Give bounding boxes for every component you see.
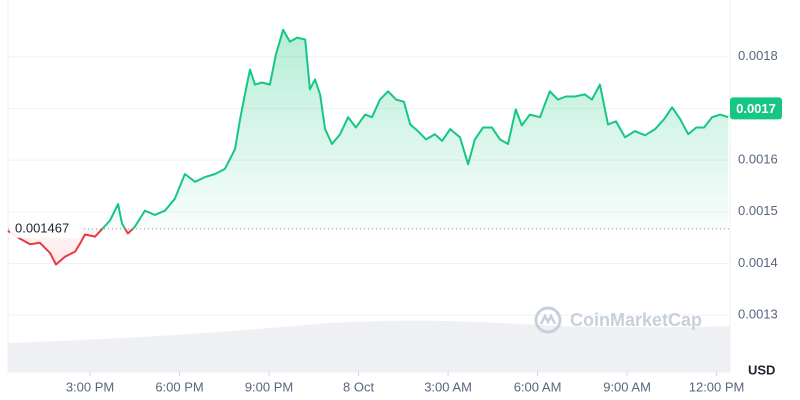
watermark-logo: [534, 306, 562, 334]
x-tick-label: 3:00 PM: [66, 379, 114, 394]
x-tick-label: 6:00 PM: [155, 379, 203, 394]
x-tick-label: 9:00 PM: [245, 379, 293, 394]
current-price-label: 0.0017: [736, 101, 776, 116]
current-price-badge: [730, 97, 782, 120]
y-tick-label: 0.0018: [738, 48, 778, 63]
y-tick-label: 0.0015: [738, 203, 778, 218]
price-area: [8, 29, 729, 265]
reference-label-bg: [10, 219, 82, 238]
x-tick-label: 12:00 PM: [689, 379, 745, 394]
price-line: [7, 28, 729, 266]
x-tick-label: 9:00 AM: [603, 379, 651, 394]
x-tick-label: 3:00 AM: [424, 379, 472, 394]
y-tick-label: 0.0016: [738, 152, 778, 167]
watermark: CoinMarketCap: [570, 310, 702, 330]
volume-area: [8, 320, 730, 372]
y-tick-label: 0.0014: [738, 255, 778, 270]
currency-label: USD: [748, 362, 775, 377]
reference-label: 0.001467: [15, 220, 69, 235]
x-tick-label: 8 Oct: [343, 379, 374, 394]
x-tick-label: 6:00 AM: [514, 379, 562, 394]
y-tick-label: 0.0013: [738, 307, 778, 322]
